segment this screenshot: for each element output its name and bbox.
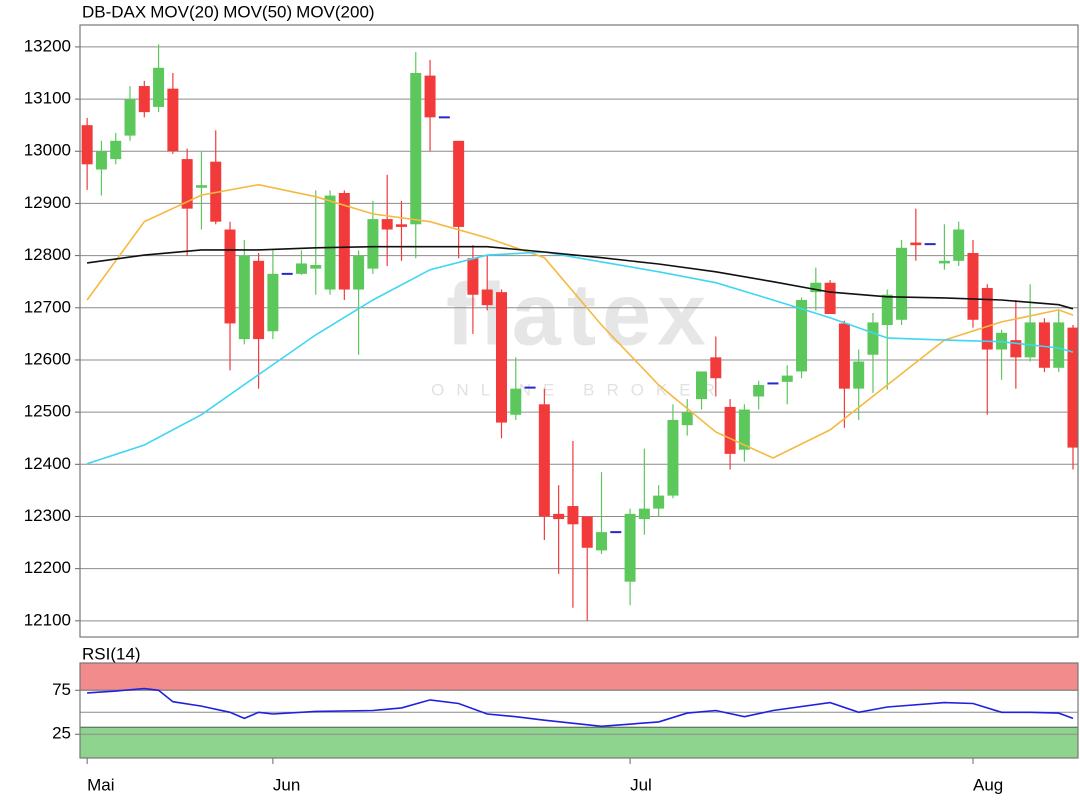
watermark-tagline: ONLINE BROKER bbox=[431, 380, 727, 399]
line-series bbox=[86, 245, 1074, 310]
candle-body bbox=[1024, 322, 1036, 358]
candle-body bbox=[753, 385, 765, 397]
candle-body bbox=[710, 357, 722, 379]
candle-body bbox=[853, 361, 865, 389]
y-tick-label: 75 bbox=[52, 680, 71, 699]
candle-body bbox=[838, 323, 850, 389]
y-tick-label: 12800 bbox=[24, 245, 71, 264]
y-tick-label: 12600 bbox=[24, 349, 71, 368]
legend-entry: DB-DAX bbox=[82, 2, 146, 21]
candle-body bbox=[1010, 340, 1022, 358]
candle-body bbox=[510, 388, 522, 415]
line-series bbox=[86, 251, 1074, 465]
candle-body bbox=[1053, 322, 1065, 368]
candle-body bbox=[967, 253, 979, 320]
rsi-zone bbox=[79, 662, 1079, 691]
x-tick-label: Aug bbox=[973, 775, 1003, 794]
candle-body bbox=[638, 508, 650, 520]
candle-body bbox=[938, 260, 950, 264]
y-tick-label: 12400 bbox=[24, 454, 71, 473]
candle-body bbox=[910, 242, 922, 246]
candle-body bbox=[95, 151, 107, 170]
y-tick-label: 12900 bbox=[24, 193, 71, 212]
y-tick-label: 13000 bbox=[24, 141, 71, 160]
candle-body bbox=[538, 404, 550, 517]
rsi-zone bbox=[79, 726, 1079, 759]
candle-body bbox=[653, 495, 665, 509]
candle-body bbox=[824, 282, 836, 315]
x-tick-label: Jul bbox=[630, 775, 652, 794]
candle-body bbox=[495, 292, 507, 423]
candle-body bbox=[781, 375, 793, 382]
candle-body bbox=[424, 75, 436, 118]
candle-body bbox=[681, 412, 693, 426]
candle-body bbox=[896, 247, 908, 320]
candle-body bbox=[138, 86, 150, 113]
plot-border bbox=[79, 662, 1079, 759]
candle-body bbox=[124, 99, 136, 136]
line-series bbox=[87, 687, 1074, 728]
candle-body bbox=[567, 506, 579, 525]
candle-body bbox=[796, 299, 808, 372]
candle-body bbox=[738, 409, 750, 450]
legend-entry: MOV(50) bbox=[223, 2, 292, 21]
candle-body bbox=[310, 265, 322, 269]
candle-body bbox=[981, 287, 993, 350]
y-tick-label: 13200 bbox=[24, 36, 71, 55]
candle-body bbox=[624, 513, 636, 582]
y-tick-label: 12700 bbox=[24, 297, 71, 316]
candle-body bbox=[81, 125, 93, 165]
candle-body bbox=[295, 263, 307, 274]
candle-body bbox=[367, 219, 379, 269]
x-tick-label: Jun bbox=[273, 775, 300, 794]
plot-border bbox=[79, 24, 1079, 638]
candle-body bbox=[667, 419, 679, 496]
candle-body bbox=[724, 406, 736, 454]
candle-body bbox=[1038, 322, 1050, 368]
candle-body bbox=[167, 88, 179, 152]
y-tick-label: 13100 bbox=[24, 89, 71, 108]
candle-body bbox=[867, 322, 879, 355]
candle-body bbox=[153, 67, 165, 107]
candle-body bbox=[267, 273, 279, 332]
candle-body bbox=[596, 532, 608, 551]
legend-entry: MOV(20) bbox=[150, 2, 219, 21]
candle-body bbox=[696, 371, 708, 400]
y-tick-label: 12200 bbox=[24, 558, 71, 577]
candle-body bbox=[238, 255, 250, 340]
candle-body bbox=[481, 289, 493, 306]
legend-entry: MOV(200) bbox=[296, 2, 374, 21]
candle-body bbox=[110, 140, 122, 160]
candle-body bbox=[553, 513, 565, 520]
candle-body bbox=[453, 140, 465, 227]
candle-body bbox=[224, 229, 236, 324]
candle-body bbox=[353, 255, 365, 290]
candle-body bbox=[395, 224, 407, 227]
candle-body bbox=[881, 294, 893, 325]
candle-body bbox=[1067, 327, 1079, 448]
candle-body bbox=[581, 516, 593, 548]
rsi-title: RSI(14) bbox=[82, 644, 141, 663]
candle-body bbox=[181, 159, 193, 209]
x-tick-label: Mai bbox=[87, 775, 114, 794]
candle-body bbox=[338, 193, 350, 290]
y-tick-label: 12100 bbox=[24, 610, 71, 629]
candle-body bbox=[410, 73, 422, 225]
candle-body bbox=[953, 229, 965, 261]
candle-body bbox=[467, 258, 479, 295]
watermark-brand: flatex bbox=[446, 264, 712, 363]
candle-body bbox=[810, 282, 822, 293]
candle-body bbox=[324, 195, 336, 290]
candle-body bbox=[195, 185, 207, 188]
candle-body bbox=[381, 219, 393, 230]
y-tick-label: 25 bbox=[52, 724, 71, 743]
candle-body bbox=[253, 260, 265, 340]
y-tick-label: 12300 bbox=[24, 506, 71, 525]
y-tick-label: 12500 bbox=[24, 402, 71, 421]
